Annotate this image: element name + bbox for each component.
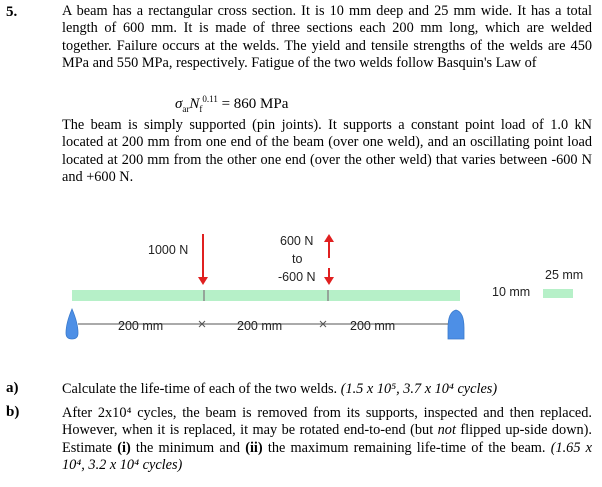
load2-label-line3: -600 N (278, 270, 316, 284)
part-a-label: a) (6, 380, 19, 396)
segment-label-1: 200 mm (118, 319, 164, 333)
part-b-ii-text: the maximum remaining life-time of the b… (267, 439, 546, 456)
load2-label-line2: to (292, 252, 303, 266)
support-left (65, 307, 79, 340)
part-b-not: not (437, 422, 456, 439)
part-a-text: Calculate the life-time of each of the t… (62, 381, 592, 398)
eq-sigma: σ (175, 96, 183, 112)
depth-label: 10 mm (492, 285, 531, 299)
question-number: 5. (6, 4, 18, 20)
eq-n-sub: f (199, 104, 203, 114)
question-paragraph-1: A beam has a rectangular cross section. … (62, 3, 592, 72)
part-b-text: After 2x10⁴ cycles, the beam is removed … (62, 405, 592, 475)
dim-tick-4 (319, 320, 327, 328)
part-b-ii-marker: (ii) (245, 439, 263, 456)
part-a-answer: (1.5 x 10⁵, 3.7 x 10⁴ cycles) (340, 381, 498, 397)
eq-rhs: = 860 MPa (221, 96, 289, 112)
cross-section (543, 289, 573, 298)
width-label: 25 mm (545, 268, 584, 282)
part-b-answer: (1.65 x 10⁴, 3.2 x 10⁴ cycles) (62, 439, 592, 474)
dim-tick-2 (198, 320, 206, 328)
beam (72, 290, 460, 301)
eq-sigma-sub: ar (182, 104, 190, 114)
basquin-equation: σarNf0.11 = 860 MPa (175, 94, 288, 114)
segment-label-2: 200 mm (237, 319, 283, 333)
question-paragraph-2: The beam is simply supported (pin joints… (62, 117, 592, 186)
load2-arrow-up-head (324, 234, 334, 242)
segment-label-3: 200 mm (350, 319, 396, 333)
part-b-label: b) (6, 404, 20, 420)
part-b-text-1: After 2x10⁴ cycles, the beam is removed … (62, 405, 592, 439)
load2-arrow-down-head (324, 277, 334, 285)
eq-n: N (189, 96, 200, 112)
part-b-i-text: the minimum and (135, 439, 240, 456)
part-a-question: Calculate the life-time of each of the t… (62, 381, 338, 397)
load1-arrow-head (198, 277, 208, 285)
support-right (447, 309, 465, 340)
part-b-i-marker: (i) (117, 439, 131, 456)
part-b-text-2: flipped up-side down). Estimate (62, 422, 593, 456)
load1-label: 1000 N (148, 243, 189, 257)
load2-label-line1: 600 N (280, 234, 314, 248)
eq-exponent: 0.11 (202, 94, 218, 104)
